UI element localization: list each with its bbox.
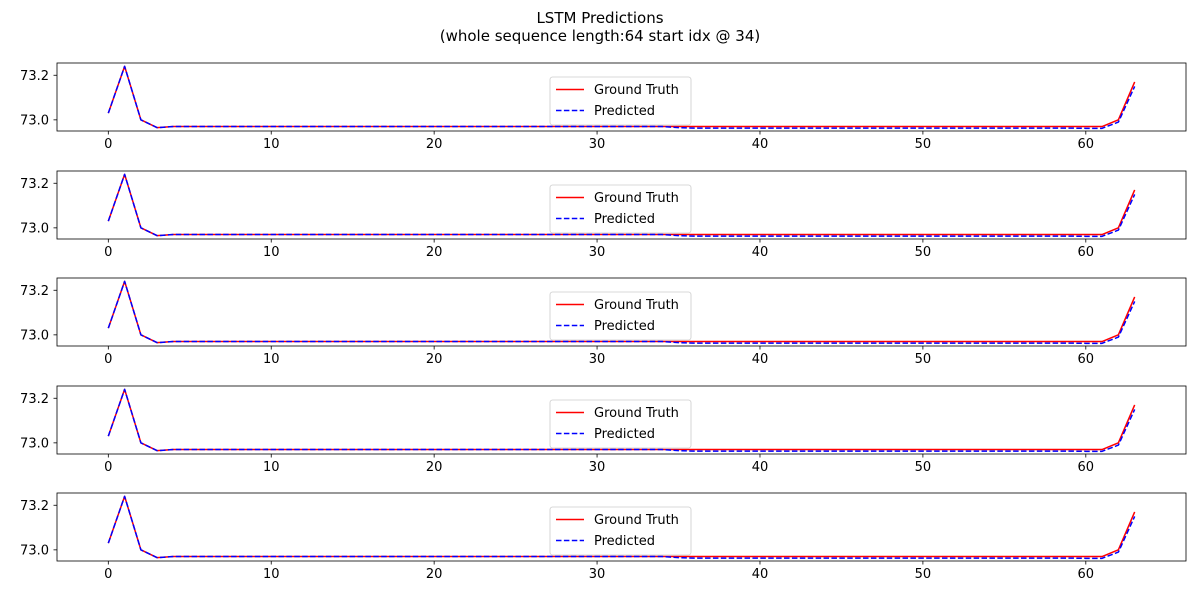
plot-area (107, 280, 1136, 345)
legend-ground-truth-label: Ground Truth (594, 513, 679, 528)
legend: Ground Truth Predicted (549, 184, 692, 234)
x-tick-label: 40 (752, 245, 769, 260)
x-tick-label: 30 (589, 245, 606, 260)
x-tick-label: 40 (752, 460, 769, 475)
plot-area (107, 495, 1136, 560)
legend-box (549, 184, 692, 234)
legend: Ground Truth Predicted (549, 399, 692, 449)
x-tick-label: 0 (104, 460, 112, 475)
legend: Ground Truth Predicted (549, 291, 692, 341)
legend-predicted-label: Predicted (594, 534, 655, 549)
legend: Ground Truth Predicted (549, 76, 692, 126)
legend-box (549, 291, 692, 341)
x-tick-label: 10 (263, 137, 280, 152)
series-line-predicted (107, 388, 1136, 453)
y-tick-label: 73.2 (20, 284, 49, 299)
series-line-predicted (107, 280, 1136, 345)
x-tick-label: 60 (1078, 460, 1095, 475)
x-tick-label: 50 (915, 245, 932, 260)
series-line-predicted (107, 65, 1136, 130)
x-tick-label: 10 (263, 352, 280, 367)
subplot-2: 0 10 20 30 40 50 60 73.0 73.2 Ground Truth Predict… (20, 170, 1187, 260)
x-tick-label: 10 (263, 460, 280, 475)
x-tick-label: 30 (589, 352, 606, 367)
x-tick-label: 40 (752, 567, 769, 582)
legend-predicted-label: Predicted (594, 319, 655, 334)
y-tick-label: 73.2 (20, 69, 49, 84)
subplot-3: 0 10 20 30 40 50 60 73.0 73.2 Ground Truth Predict… (20, 277, 1187, 367)
x-tick-label: 50 (915, 137, 932, 152)
plot-area (107, 388, 1136, 453)
legend-box (549, 76, 692, 126)
y-tick-label: 73.2 (20, 392, 49, 407)
x-tick-label: 0 (104, 567, 112, 582)
subplot-1: 0 10 20 30 40 50 60 73.0 73.2 Ground Truth Predict… (20, 62, 1187, 152)
x-tick-label: 60 (1078, 352, 1095, 367)
axes-frame (56, 277, 1187, 347)
x-tick-label: 0 (104, 245, 112, 260)
figure-title-line1: LSTM Predictions (536, 9, 664, 27)
legend-predicted-label: Predicted (594, 427, 655, 442)
x-tick-label: 60 (1078, 137, 1095, 152)
axes-frame (56, 385, 1187, 455)
axes-frame (56, 62, 1187, 132)
x-tick-label: 10 (263, 245, 280, 260)
y-tick-label: 73.0 (20, 221, 49, 236)
axes-frame (56, 170, 1187, 240)
y-tick-label: 73.0 (20, 113, 49, 128)
y-tick-label: 73.2 (20, 177, 49, 192)
legend-ground-truth-label: Ground Truth (594, 83, 679, 98)
plot-area (107, 65, 1136, 130)
y-tick-label: 73.0 (20, 328, 49, 343)
legend-ground-truth-label: Ground Truth (594, 191, 679, 206)
x-tick-label: 0 (104, 352, 112, 367)
axes-frame (56, 492, 1187, 562)
x-tick-label: 30 (589, 137, 606, 152)
y-tick-label: 73.0 (20, 543, 49, 558)
figure-title: LSTM Predictions (whole sequence length:… (0, 9, 1200, 45)
x-tick-label: 50 (915, 352, 932, 367)
x-tick-label: 0 (104, 137, 112, 152)
figure-title-line2: (whole sequence length:64 start idx @ 34… (439, 27, 761, 45)
series-line-predicted (107, 495, 1136, 560)
legend: Ground Truth Predicted (549, 506, 692, 556)
x-tick-label: 60 (1078, 245, 1095, 260)
x-tick-label: 40 (752, 352, 769, 367)
x-tick-label: 20 (426, 352, 443, 367)
y-tick-label: 73.0 (20, 436, 49, 451)
x-tick-label: 30 (589, 567, 606, 582)
x-tick-label: 10 (263, 567, 280, 582)
series-line-predicted (107, 173, 1136, 238)
plot-area (107, 173, 1136, 238)
x-tick-label: 40 (752, 137, 769, 152)
legend-box (549, 399, 692, 449)
subplot-4: 0 10 20 30 40 50 60 73.0 73.2 Ground Truth Predict… (20, 385, 1187, 475)
x-tick-label: 20 (426, 245, 443, 260)
legend-box (549, 506, 692, 556)
y-tick-label: 73.2 (20, 499, 49, 514)
x-tick-label: 60 (1078, 567, 1095, 582)
legend-ground-truth-label: Ground Truth (594, 406, 679, 421)
x-tick-label: 20 (426, 460, 443, 475)
x-tick-label: 30 (589, 460, 606, 475)
x-tick-label: 50 (915, 567, 932, 582)
x-tick-label: 20 (426, 137, 443, 152)
x-tick-label: 50 (915, 460, 932, 475)
subplot-5: 0 10 20 30 40 50 60 73.0 73.2 Ground Truth Predict… (20, 492, 1187, 582)
legend-ground-truth-label: Ground Truth (594, 298, 679, 313)
legend-predicted-label: Predicted (594, 104, 655, 119)
legend-predicted-label: Predicted (594, 212, 655, 227)
x-tick-label: 20 (426, 567, 443, 582)
